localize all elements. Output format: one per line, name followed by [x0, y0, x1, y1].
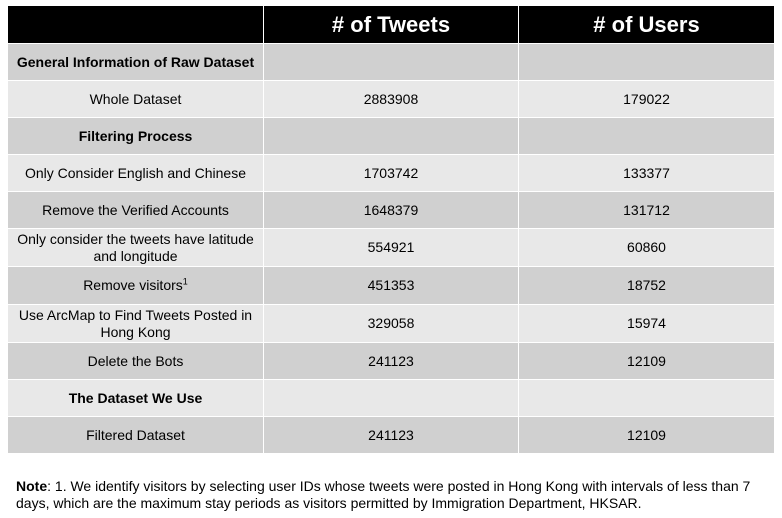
tweets-cell: 1648379	[263, 191, 519, 229]
table-row: Whole Dataset 2883908 179022	[7, 80, 775, 118]
users-cell: 133377	[518, 154, 775, 192]
users-cell: 12109	[518, 416, 775, 454]
section-row: The Dataset We Use	[7, 379, 775, 417]
row-label-text: Filtering Process	[78, 127, 193, 144]
row-label-text: Remove the Verified Accounts	[42, 201, 229, 218]
users-cell: 60860	[518, 228, 775, 267]
tweets-cell	[263, 379, 519, 417]
section-label: Filtering Process	[7, 117, 264, 155]
users-cell: 12109	[518, 342, 775, 380]
tweets-cell: 554921	[263, 228, 519, 267]
row-label-text: Remove visitors	[83, 277, 183, 293]
users-cell: 179022	[518, 80, 775, 118]
tweets-cell: 241123	[263, 416, 519, 454]
row-label-text: The Dataset We Use	[68, 389, 203, 406]
users-cell: 131712	[518, 191, 775, 229]
note-text: : 1. We identify visitors by selecting u…	[16, 478, 751, 511]
tweets-cell	[263, 43, 519, 81]
users-cell: 18752	[518, 266, 775, 305]
row-label: Use ArcMap to Find Tweets Posted in Hong…	[7, 304, 264, 343]
section-row: General Information of Raw Dataset	[7, 43, 775, 81]
section-row: Filtering Process	[7, 117, 775, 155]
row-label: Whole Dataset	[7, 80, 264, 118]
users-cell	[518, 379, 775, 417]
table-row: Filtered Dataset 241123 12109	[7, 416, 775, 454]
dataset-filtering-table: # of Tweets # of Users General Informati…	[7, 5, 775, 454]
row-label: Delete the Bots	[7, 342, 264, 380]
row-label-text: Only consider the tweets have latitude a…	[17, 230, 254, 264]
tweets-cell: 1703742	[263, 154, 519, 192]
row-label: Remove visitors1	[7, 266, 264, 305]
header-label-cell	[7, 5, 264, 44]
users-cell	[518, 117, 775, 155]
row-label-text: Filtered Dataset	[86, 426, 185, 443]
table-row: Delete the Bots 241123 12109	[7, 342, 775, 380]
header-tweets: # of Tweets	[263, 5, 519, 44]
table-header-row: # of Tweets # of Users	[7, 5, 775, 44]
row-label: Only consider the tweets have latitude a…	[7, 228, 264, 267]
table-row: Only consider the tweets have latitude a…	[7, 228, 775, 267]
table-row: Remove the Verified Accounts 1648379 13171…	[7, 191, 775, 229]
tweets-cell: 329058	[263, 304, 519, 343]
row-label-text: Delete the Bots	[87, 352, 184, 369]
row-label: Filtered Dataset	[7, 416, 264, 454]
section-label: The Dataset We Use	[7, 379, 264, 417]
tweets-cell	[263, 117, 519, 155]
row-label-text: Use ArcMap to Find Tweets Posted in Hong…	[18, 306, 253, 340]
header-users: # of Users	[518, 5, 775, 44]
row-label-text: General Information of Raw Dataset	[16, 53, 255, 70]
tweets-cell: 2883908	[263, 80, 519, 118]
row-label: Only Consider English and Chinese	[7, 154, 264, 192]
table-row: Use ArcMap to Find Tweets Posted in Hong…	[7, 304, 775, 343]
note-label: Note	[16, 478, 48, 494]
row-label-text: Whole Dataset	[89, 90, 182, 107]
table-body: General Information of Raw Dataset Whole …	[7, 43, 775, 454]
row-label: Remove the Verified Accounts	[7, 191, 264, 229]
users-cell	[518, 43, 775, 81]
row-label-text: Only Consider English and Chinese	[24, 164, 246, 181]
table-row: Only Consider English and Chinese 1703742…	[7, 154, 775, 192]
table-note: Note: 1. We identify visitors by selecti…	[16, 478, 764, 512]
footnote-marker: 1	[182, 276, 188, 287]
section-label: General Information of Raw Dataset	[7, 43, 264, 81]
table-row: Remove visitors1 451353 18752	[7, 266, 775, 305]
tweets-cell: 451353	[263, 266, 519, 305]
tweets-cell: 241123	[263, 342, 519, 380]
users-cell: 15974	[518, 304, 775, 343]
